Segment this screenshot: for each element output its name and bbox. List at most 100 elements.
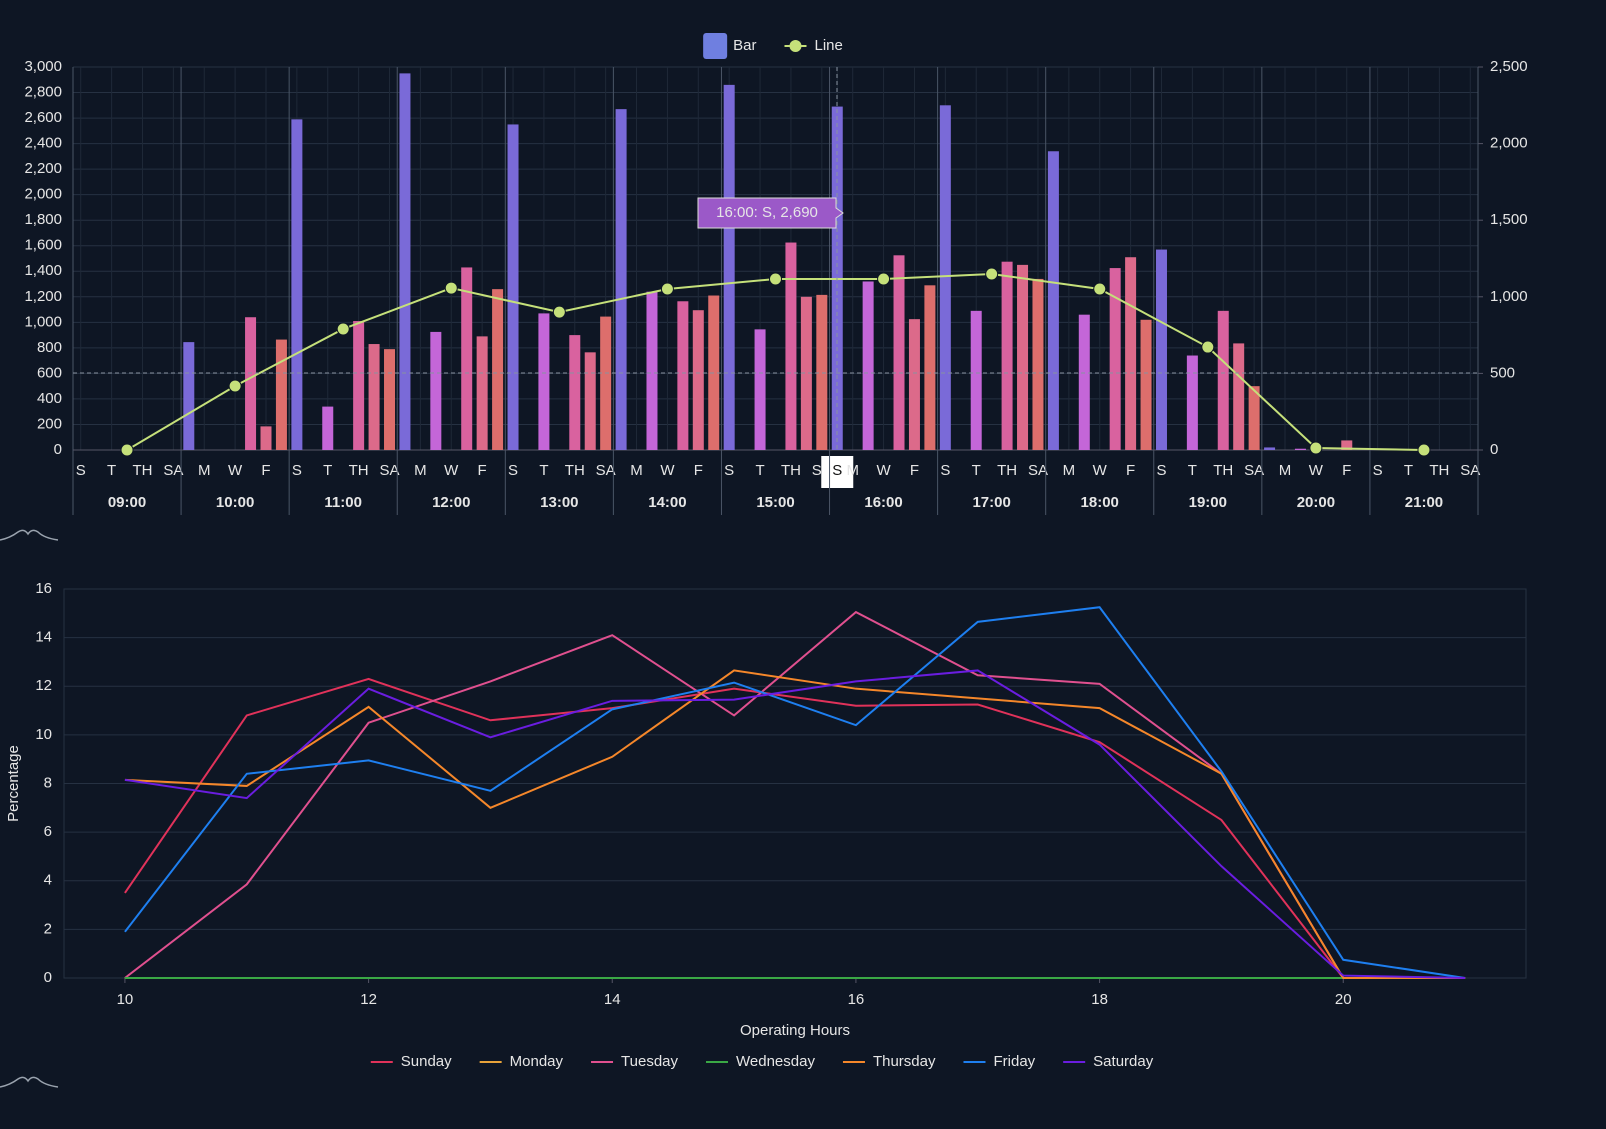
y-tick-label: 10 bbox=[35, 726, 52, 743]
legend-label: Saturday bbox=[1093, 1053, 1154, 1070]
bar bbox=[430, 331, 442, 450]
bar bbox=[1047, 151, 1059, 450]
bar bbox=[476, 336, 488, 450]
tooltip-text: 16:00: S, 2,690 bbox=[716, 204, 818, 221]
bar bbox=[1140, 319, 1152, 450]
bar bbox=[1217, 310, 1229, 450]
legend-item: Monday bbox=[479, 1053, 564, 1070]
legend-label: Bar bbox=[733, 37, 756, 54]
y-tick-label: 4 bbox=[44, 872, 52, 889]
tooltip: 16:00: S, 2,690 bbox=[697, 197, 844, 229]
y-tick-label: 2 bbox=[44, 920, 52, 937]
bar bbox=[183, 342, 195, 450]
line-marker bbox=[1417, 443, 1431, 457]
y-tick-label: 0 bbox=[54, 441, 62, 458]
wave-icon bbox=[0, 1076, 59, 1088]
group-label: 15:00 bbox=[756, 494, 794, 511]
legend-item: Tuesday bbox=[591, 1053, 678, 1070]
group-label: 17:00 bbox=[972, 494, 1010, 511]
y2-tick-label: 1,500 bbox=[1490, 211, 1528, 228]
y-tick-label: 2,600 bbox=[24, 109, 62, 126]
y-axis-label: Percentage bbox=[5, 745, 22, 822]
group-label: 11:00 bbox=[324, 494, 362, 511]
legend-marker bbox=[789, 40, 802, 52]
x-tick-label: TH bbox=[1429, 462, 1449, 479]
x-tick-label: T bbox=[323, 462, 332, 479]
group-label: 12:00 bbox=[432, 494, 470, 511]
legend-label: Friday bbox=[993, 1053, 1035, 1070]
bar bbox=[939, 105, 951, 451]
x-tick-label: 14 bbox=[604, 991, 621, 1008]
x-tick-label: S bbox=[832, 462, 842, 479]
x-axis-label: Operating Hours bbox=[740, 1022, 850, 1039]
line-marker bbox=[660, 282, 674, 296]
x-tick-label: TH bbox=[997, 462, 1017, 479]
y-tick-label: 600 bbox=[37, 364, 62, 381]
bar bbox=[492, 289, 504, 450]
series-line bbox=[124, 669, 1466, 979]
bar bbox=[1264, 447, 1276, 450]
y-tick-label: 200 bbox=[37, 415, 62, 432]
y-tick-label: 14 bbox=[35, 629, 52, 646]
x-tick-label: M bbox=[414, 462, 427, 479]
x-tick-label: M bbox=[846, 462, 859, 479]
y-tick-label: 16 bbox=[35, 580, 52, 597]
x-tick-label: W bbox=[1309, 462, 1324, 479]
x-tick-label: F bbox=[694, 462, 703, 479]
legend-item: Wednesday bbox=[706, 1053, 815, 1070]
bar bbox=[970, 310, 982, 450]
bar bbox=[908, 319, 920, 450]
x-tick-label: T bbox=[755, 462, 764, 479]
bar bbox=[677, 301, 689, 450]
bar bbox=[275, 339, 287, 450]
bar bbox=[399, 73, 411, 450]
bar bbox=[1233, 343, 1245, 450]
bar bbox=[816, 294, 828, 450]
y-tick-label: 12 bbox=[35, 677, 52, 694]
line-marker bbox=[769, 272, 782, 286]
x-tick-label: M bbox=[630, 462, 643, 479]
bar bbox=[754, 329, 766, 450]
x-tick-label: W bbox=[444, 462, 459, 479]
line-chart: 0 2 4 6 8 10 12 14 16 10 12 14 16 18 20 Operating Hours… bbox=[5, 580, 1527, 1070]
y-tick-label: 1,400 bbox=[24, 262, 62, 279]
x-tick-label: 16 bbox=[848, 991, 865, 1008]
bar bbox=[893, 255, 905, 450]
legend-item: Sunday bbox=[370, 1053, 452, 1070]
x-tick-label: S bbox=[1373, 462, 1383, 479]
y-tick-label: 2,800 bbox=[24, 84, 62, 101]
x-tick-label: F bbox=[1342, 462, 1351, 479]
x-tick-label: F bbox=[910, 462, 919, 479]
bar bbox=[615, 109, 627, 450]
x-tick-label: T bbox=[1404, 462, 1413, 479]
legend-label: Tuesday bbox=[621, 1053, 678, 1070]
x-tick-label: M bbox=[1063, 462, 1076, 479]
bar bbox=[1248, 386, 1260, 450]
x-tick-label: 20 bbox=[1335, 991, 1352, 1008]
y-tick-label: 3,000 bbox=[24, 58, 62, 75]
y-tick-label: 1,000 bbox=[24, 313, 62, 330]
group-label: 09:00 bbox=[108, 494, 146, 511]
x-tick-label: SA bbox=[1460, 462, 1480, 479]
legend-label: Wednesday bbox=[736, 1053, 815, 1070]
x-tick-label: SA bbox=[596, 462, 616, 479]
bar bbox=[646, 291, 658, 450]
bar bbox=[291, 119, 303, 451]
y-tick-label: 2,000 bbox=[24, 186, 62, 203]
y-tick-label: 2,200 bbox=[24, 160, 62, 177]
bar bbox=[507, 124, 519, 450]
y-tick-label: 1,800 bbox=[24, 211, 62, 228]
legend-label: Monday bbox=[510, 1053, 564, 1070]
y2-tick-label: 500 bbox=[1490, 364, 1515, 381]
x-tick-label: F bbox=[1126, 462, 1135, 479]
x-tick-label: S bbox=[292, 462, 302, 479]
y2-tick-label: 0 bbox=[1490, 441, 1498, 458]
series-line bbox=[124, 610, 1466, 979]
x-tick-label: 12 bbox=[360, 991, 377, 1008]
x-tick-label: S bbox=[1156, 462, 1166, 479]
bar bbox=[1001, 261, 1013, 450]
line-marker bbox=[1201, 340, 1215, 354]
group-label: 21:00 bbox=[1405, 494, 1443, 511]
